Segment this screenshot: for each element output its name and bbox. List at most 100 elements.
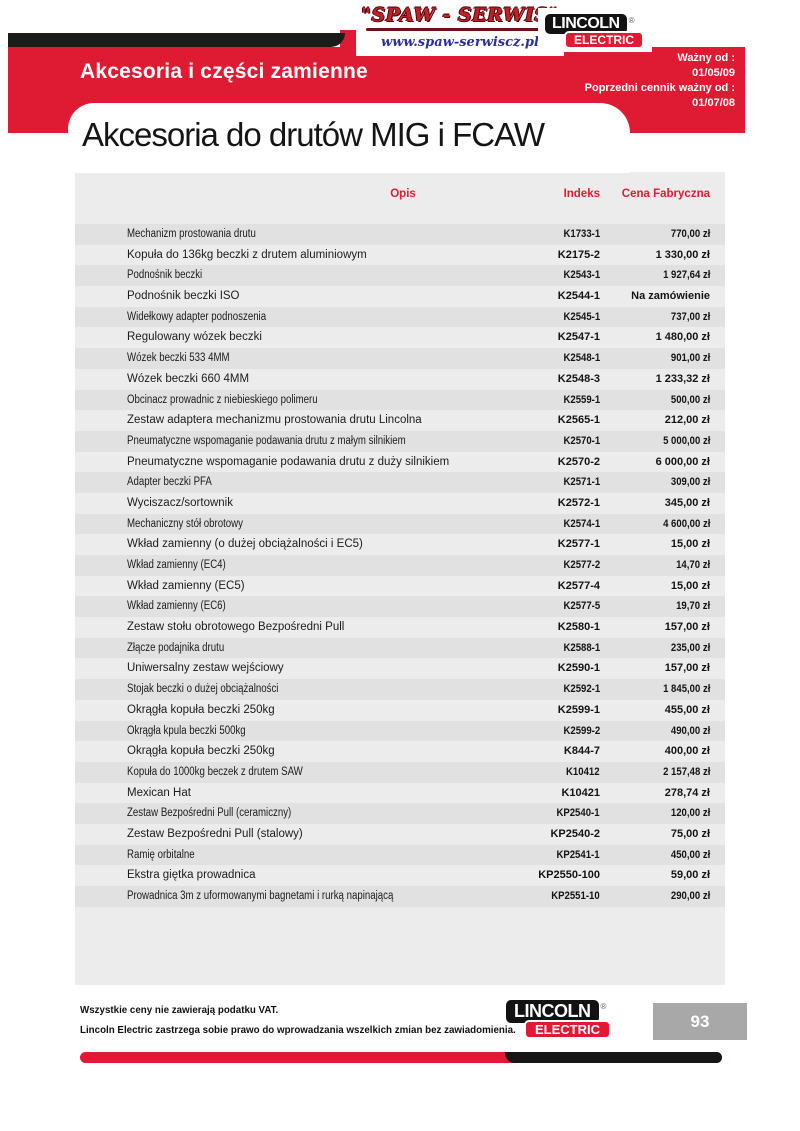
column-header-cena: Cena Fabryczna: [621, 188, 710, 200]
row-opis: Podnośnik beczki: [127, 269, 203, 282]
row-cena: 290,00 zł: [670, 890, 710, 902]
row-cena: 4 600,00 zł: [662, 517, 710, 530]
row-indeks: K2588-1: [563, 641, 600, 654]
row-indeks: K2559-1: [563, 393, 600, 406]
row-cena: 309,00 zł: [670, 476, 710, 489]
spaw-serwis-wordmark: "SPAW - SERWIS": [361, 4, 559, 26]
row-opis: Mechaniczny stół obrotowy: [127, 517, 243, 530]
row-cena: 157,00 zł: [664, 621, 710, 634]
row-opis: Wkład zamienny (o dużej obciążalności i …: [127, 538, 363, 551]
row-cena: 770,00 zł: [670, 228, 710, 240]
row-indeks: K2599-1: [557, 703, 600, 716]
row-opis: Adapter beczki PFA: [127, 476, 212, 489]
table-row: Mexican Hat K10421 278,74 zł: [75, 783, 725, 804]
row-cena: 14,70 zł: [675, 559, 710, 571]
row-opis: Widełkowy adapter podnoszenia: [127, 310, 267, 323]
table-row: Wyciszacz/sortownik K2572-1 345,00 zł: [75, 493, 725, 514]
table-row: Adapter beczki PFA K2571-1 309,00 zł: [75, 472, 725, 493]
page-number-box: 93: [653, 1003, 747, 1040]
row-indeks: K2547-1: [557, 331, 600, 344]
row-indeks: K2580-1: [557, 621, 600, 634]
valid-from-label: Ważny od :: [677, 52, 735, 64]
row-indeks: K2577-5: [563, 600, 600, 613]
table-header-spacer: [75, 206, 725, 224]
row-indeks: K2543-1: [563, 269, 600, 282]
row-cena: 19,70 zł: [675, 600, 710, 613]
table-row: Wózek beczki 660 4MM K2548-3 1 233,32 zł: [75, 369, 725, 390]
table-row: Obcinacz prowadnic z niebieskiego polime…: [75, 389, 725, 411]
row-cena: 6 000,00 zł: [655, 455, 710, 468]
previous-pricelist-label: Poprzedni cennik ważny od :: [584, 82, 735, 94]
price-table: Opis Indeks Cena Fabryczna Mechanizm pro…: [75, 172, 725, 985]
spaw-serwis-reflection: "SPAW - SERWIS": [356, 21, 564, 28]
row-cena: 278,74 zł: [664, 786, 710, 799]
column-header-indeks: Indeks: [563, 188, 600, 200]
row-indeks: K2565-1: [557, 414, 600, 427]
row-opis: Wkład zamienny (EC6): [127, 600, 226, 613]
row-indeks: K2572-1: [557, 496, 600, 509]
row-opis: Mechanizm prostowania drutu: [127, 228, 256, 240]
table-row: Okrągła kpula beczki 500kg K2599-2 490,0…: [75, 720, 725, 742]
table-row: Kopuła do 136kg beczki z drutem aluminio…: [75, 245, 725, 266]
row-indeks: K2545-1: [563, 310, 600, 323]
bottom-bar: [80, 1052, 722, 1063]
row-opis: Zestaw Bezpośredni Pull (ceramiczny): [127, 807, 292, 820]
row-opis: Wkład zamienny (EC5): [127, 579, 245, 592]
row-opis: Pneumatyczne wspomaganie podawania drutu…: [127, 455, 450, 468]
row-indeks: K2175-2: [557, 248, 600, 261]
row-cena: 1 233,32 zł: [655, 372, 710, 385]
row-cena: 737,00 zł: [670, 310, 710, 323]
row-cena: 59,00 zł: [670, 869, 710, 882]
row-cena: 1 480,00 zł: [655, 331, 710, 344]
table-header: Opis Indeks Cena Fabryczna: [75, 172, 725, 206]
column-header-opis: Opis: [390, 188, 416, 200]
row-opis: Zestaw Bezpośredni Pull (stalowy): [127, 827, 303, 840]
table-row: Podnośnik beczki K2543-1 1 927,64 zł: [75, 265, 725, 287]
row-indeks: K2592-1: [563, 683, 600, 696]
table-row: Okrągła kopuła beczki 250kg K844-7 400,0…: [75, 741, 725, 762]
row-opis: Kopuła do 136kg beczki z drutem aluminio…: [127, 248, 367, 261]
table-row: Zestaw adaptera mechanizmu prostowania d…: [75, 410, 725, 431]
lincoln-logo-top: LINCOLN ® ELECTRIC: [538, 8, 652, 52]
row-opis: Kopuła do 1000kg beczek z drutem SAW: [127, 765, 303, 778]
row-cena: 15,00 zł: [670, 579, 710, 592]
page-number: 93: [690, 1012, 710, 1031]
table-row: Zestaw Bezpośredni Pull (stalowy) KP2540…: [75, 824, 725, 845]
table-row: Zestaw stołu obrotowego Bezpośredni Pull…: [75, 617, 725, 638]
row-indeks: K2571-1: [563, 476, 600, 489]
valid-from-date: 01/05/09: [692, 67, 735, 79]
row-opis: Prowadnica 3m z uformowanymi bagnetami i…: [127, 890, 394, 902]
row-opis: Złącze podajnika drutu: [127, 641, 225, 654]
bottom-bar-black-segment: [505, 1052, 722, 1063]
row-cena: 1 845,00 zł: [662, 683, 710, 696]
table-row: Uniwersalny zestaw wejściowy K2590-1 157…: [75, 658, 725, 679]
row-opis: Zestaw stołu obrotowego Bezpośredni Pull: [127, 621, 345, 634]
row-indeks: KP2540-2: [550, 827, 600, 840]
row-opis: Okrągła kopuła beczki 250kg: [127, 703, 275, 716]
row-cena: 450,00 zł: [670, 848, 710, 861]
row-indeks: K1733-1: [563, 228, 600, 240]
page-title: Akcesoria do drutów MIG i FCAW: [82, 116, 545, 153]
row-indeks: K2577-2: [563, 559, 600, 571]
table-row: Wkład zamienny (o dużej obciążalności i …: [75, 534, 725, 555]
footer-notes: Wszystkie ceny nie zawierają podatku VAT…: [80, 1000, 516, 1040]
spaw-serwis-rule: [366, 28, 554, 31]
table-row: Widełkowy adapter podnoszenia K2545-1 73…: [75, 306, 725, 328]
table-row: Wkład zamienny (EC5) K2577-4 15,00 zł: [75, 576, 725, 597]
row-indeks: KP2540-1: [556, 807, 600, 820]
row-cena: 157,00 zł: [664, 662, 710, 675]
row-opis: Pneumatyczne wspomaganie podawania drutu…: [127, 434, 406, 447]
row-opis: Wyciszacz/sortownik: [127, 496, 233, 509]
row-indeks: K2590-1: [557, 662, 600, 675]
row-cena: 15,00 zł: [670, 538, 710, 551]
row-opis: Stojak beczki o dużej obciążalności: [127, 683, 279, 696]
table-row: Prowadnica 3m z uformowanymi bagnetami i…: [75, 886, 725, 907]
row-indeks: K2599-2: [563, 724, 600, 737]
row-indeks: K10421: [561, 786, 600, 799]
row-opis: Zestaw adaptera mechanizmu prostowania d…: [127, 414, 422, 427]
validity-block: Ważny od : 01/05/09 Poprzedni cennik waż…: [585, 51, 735, 111]
row-cena: 212,00 zł: [664, 414, 710, 427]
row-indeks: K10412: [566, 765, 600, 778]
row-cena: 400,00 zł: [664, 745, 710, 758]
registered-mark-icon: ®: [600, 1002, 607, 1011]
